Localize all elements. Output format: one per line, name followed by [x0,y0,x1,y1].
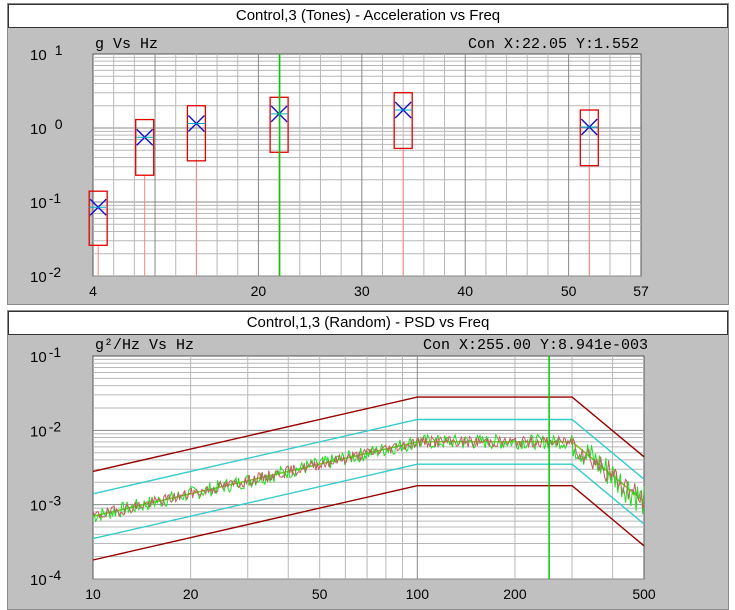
profile-line-alarm-upper [92,418,645,495]
x-tick-label: 10 [85,586,101,602]
tones-chart-subtitle: g Vs Hz [95,36,158,53]
x-tick-label: 100 [406,586,430,602]
y-tick-label: 10 -2 [30,264,61,286]
profile-line-abort-lower [92,484,645,561]
psd-chart-subtitle: g²/Hz Vs Hz [95,337,194,354]
x-tick-label: 57 [633,283,649,299]
tones-chart-title: Control,3 (Tones) - Acceleration vs Freq [8,4,728,28]
plot-area [92,53,642,277]
x-tick-label: 20 [183,586,199,602]
profile-line-abort-upper [92,396,645,473]
x-tick-label: 30 [354,283,370,299]
tone-box [88,190,108,246]
psd-trace-response [92,434,645,519]
y-tick-label: 10 0 [30,116,63,138]
y-tick-label: 10 -2 [30,418,61,440]
psd-cursor-readout: Con X:255.00 Y:8.941e-003 [423,337,648,354]
profile-line-alarm-lower [92,463,645,540]
y-tick-label: 10 -1 [30,344,61,366]
psd-chart-title: Control,1,3 (Random) - PSD vs Freq [8,311,728,335]
tone-box [579,109,599,167]
x-tick-label: 50 [312,586,328,602]
tone-box [135,118,155,176]
x-tick-label: 200 [503,586,527,602]
psd-chart-panel: Control,1,3 (Random) - PSD vs Freq 10 20 5… [7,310,729,610]
x-tick-label: 4 [89,283,97,299]
y-tick-label: 10 -3 [30,493,61,515]
y-tick-label: 10 -4 [30,567,61,589]
x-tick-label: 20 [251,283,267,299]
psd-chart[interactable]: 10 20 50 100 200 500 10-1 10-2 10-3 10 -4 g²/Hz Vs … [8,311,728,609]
tones-chart-panel: Control,3 (Tones) - Acceleration vs Freq… [7,3,729,305]
tone-box [393,92,413,150]
y-tick-label: 10 -1 [30,190,61,212]
tones-cursor-readout: Con X:22.05 Y:1.552 [468,36,639,53]
plot-area [92,355,645,580]
x-tick-label: 50 [561,283,577,299]
x-tick-label: 40 [457,283,473,299]
y-tick-label: 10 1 [30,42,63,64]
tone-box [186,105,207,162]
x-tick-label: 500 [632,586,656,602]
